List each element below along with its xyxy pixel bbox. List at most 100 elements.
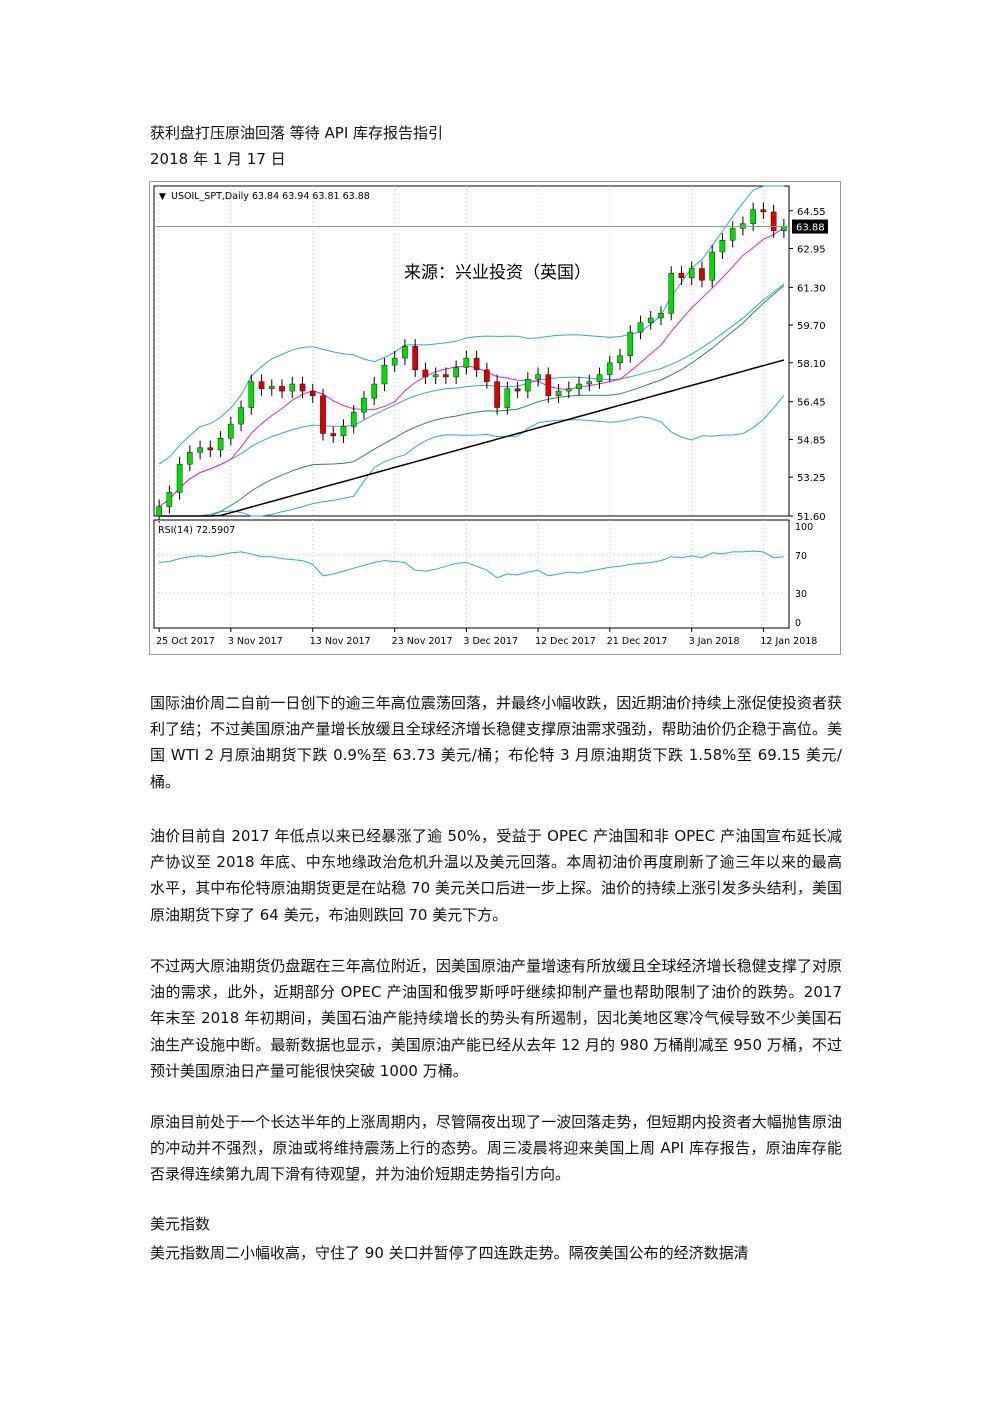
chart-header: USOIL_SPT,Daily 63.84 63.94 63.81 63.88 xyxy=(171,191,370,202)
price-tick-label: 53.25 xyxy=(797,473,826,484)
document-title: 获利盘打压原油回落 等待 API 库存报告指引 xyxy=(150,124,444,142)
candle-body xyxy=(545,374,552,396)
candle-body xyxy=(238,407,244,425)
candle-body xyxy=(647,317,654,323)
current-price-tag xyxy=(792,219,828,234)
price-tick-label: 64.55 xyxy=(797,207,826,218)
section-paragraph: 美元指数周二小幅收高，守住了 90 关口并暂停了四连跌走势。隔夜美国公布的经济数… xyxy=(150,1244,749,1262)
candle-body xyxy=(391,357,398,366)
candle-body xyxy=(627,331,634,356)
candle-body xyxy=(565,388,572,392)
ma-medium-line xyxy=(159,285,785,517)
rsi-panel: 100 70 30 0 RSI(14) 72.5907 xyxy=(153,519,813,629)
candle-body xyxy=(279,386,285,392)
candle-body xyxy=(207,447,214,451)
rsi-tick-label: 30 xyxy=(795,589,807,600)
rsi-tick-label: 0 xyxy=(795,618,801,629)
current-price-label: 63.88 xyxy=(796,223,825,234)
candle-body xyxy=(709,251,715,281)
rsi-line xyxy=(159,550,784,579)
x-tick-label: 25 Oct 2017 xyxy=(156,636,215,647)
x-tick-label: 23 Nov 2017 xyxy=(392,636,453,647)
candle-body xyxy=(729,228,736,241)
paragraph-1: 国际油价周二自前一日创下的逾三年高位震荡回落，并最终小幅收跌，因近期油价持续上涨… xyxy=(150,694,842,791)
candle-body xyxy=(668,273,675,314)
candle-body xyxy=(699,268,705,281)
candle-body xyxy=(432,374,439,378)
price-tick-label: 62.95 xyxy=(797,244,826,255)
price-tick-label: 58.10 xyxy=(797,359,826,370)
candle-body xyxy=(535,374,541,380)
candle-body xyxy=(760,209,767,213)
candle-body xyxy=(166,492,173,507)
candle-body xyxy=(719,240,726,253)
price-tick-label: 59.70 xyxy=(797,321,826,332)
candle-body xyxy=(494,381,500,408)
candle-body xyxy=(750,209,756,224)
candle-body xyxy=(688,268,695,279)
candle-body xyxy=(381,364,388,385)
x-axis: 25 Oct 2017 3 Nov 2017 13 Nov 2017 23 Nov 2… xyxy=(156,628,817,647)
price-tick-label: 61.30 xyxy=(797,283,826,294)
bollinger-middle-line xyxy=(158,283,785,508)
paragraph-4: 原油目前处于一个长达半年的上涨周期内，尽管隔夜出现了一波回落走势，但短期内投资者… xyxy=(150,1113,842,1184)
candle-body xyxy=(484,369,490,382)
candle-body xyxy=(197,447,203,453)
candle-body xyxy=(248,381,255,408)
chart-watermark: 来源：兴业投资（英国） xyxy=(404,263,591,283)
candle-body xyxy=(586,381,593,385)
x-tick-label: 3 Dec 2017 xyxy=(463,636,518,647)
candle-body xyxy=(268,386,275,389)
price-tick-label: 54.85 xyxy=(797,435,826,446)
x-tick-label: 12 Jan 2018 xyxy=(760,636,817,647)
rsi-label: RSI(14) 72.5907 xyxy=(158,525,235,536)
candle-body xyxy=(176,463,183,493)
candle-body xyxy=(555,390,562,396)
candle-body xyxy=(606,362,613,375)
candle-body xyxy=(402,346,408,359)
candle-body xyxy=(217,438,224,451)
candle-body xyxy=(473,357,480,371)
paragraph-2: 油价目前自 2017 年低点以来已经暴涨了逾 50%，受益于 OPEC 产油国和… xyxy=(150,827,842,924)
section-heading: 美元指数 xyxy=(150,1215,211,1233)
candle-body xyxy=(514,388,521,392)
candle-body xyxy=(371,383,378,399)
candle-body xyxy=(463,357,470,368)
x-tick-label: 13 Nov 2017 xyxy=(310,636,371,647)
chart-frame xyxy=(149,181,841,655)
candle-body xyxy=(228,423,234,439)
chart-header-arrow-icon: ▼ xyxy=(159,192,166,202)
candle-body xyxy=(770,211,777,231)
ma-long-line xyxy=(159,359,785,517)
document-date: 2018 年 1 月 17 日 xyxy=(150,150,286,168)
candle-body xyxy=(330,433,337,437)
price-chart: 64.55 62.95 61.30 59.70 58.10 56.45 54.85 53.25… xyxy=(149,181,841,655)
candle-body xyxy=(258,381,265,389)
bollinger-upper-line xyxy=(158,185,784,465)
main-panel: 64.55 62.95 61.30 59.70 58.10 56.45 54.85 53.25… xyxy=(153,185,828,524)
candle-body xyxy=(596,374,603,382)
main-panel-border xyxy=(153,185,790,517)
x-tick-label: 21 Dec 2017 xyxy=(607,636,668,647)
candle-body xyxy=(504,388,511,408)
candle-body xyxy=(678,273,685,279)
candle-body xyxy=(340,426,347,437)
candle-body xyxy=(637,322,644,333)
x-tick-label: 3 Jan 2018 xyxy=(689,636,740,647)
price-tick-label: 56.45 xyxy=(797,398,826,409)
candle-body xyxy=(289,383,296,392)
candle-body xyxy=(361,397,367,413)
candle-body xyxy=(309,390,316,396)
x-tick-label: 12 Dec 2017 xyxy=(535,636,596,647)
candle-body xyxy=(576,383,582,389)
price-tick-label: 51.60 xyxy=(797,512,826,523)
ma-short-line xyxy=(158,227,785,508)
candle-body xyxy=(187,452,193,465)
candle-body xyxy=(156,506,162,517)
rsi-tick-label: 100 xyxy=(795,522,813,533)
rsi-tick-label: 70 xyxy=(795,551,807,562)
candle-body xyxy=(299,383,306,392)
paragraph-3: 不过两大原油期货仍盘踞在三年高位附近，因美国原油产量增速有所放缓且全球经济增长稳… xyxy=(150,957,842,1080)
chart-svg: 64.55 62.95 61.30 59.70 58.10 56.45 54.85 53.25… xyxy=(149,181,841,655)
x-tick-label: 3 Nov 2017 xyxy=(228,636,283,647)
